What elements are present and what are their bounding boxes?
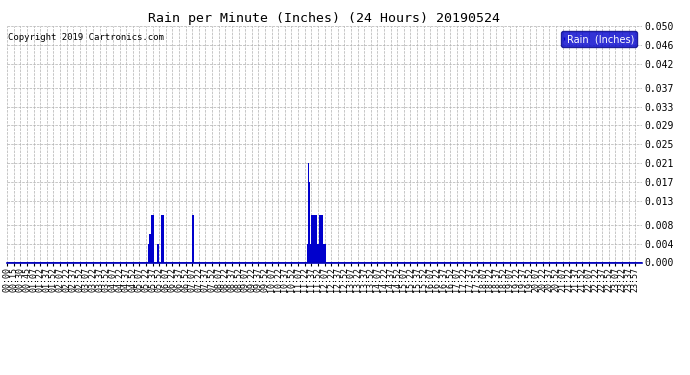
Legend: Rain  (Inches): Rain (Inches) [561, 31, 637, 47]
Title: Rain per Minute (Inches) (24 Hours) 20190524: Rain per Minute (Inches) (24 Hours) 2019… [148, 12, 500, 25]
Text: Copyright 2019 Cartronics.com: Copyright 2019 Cartronics.com [8, 33, 164, 42]
